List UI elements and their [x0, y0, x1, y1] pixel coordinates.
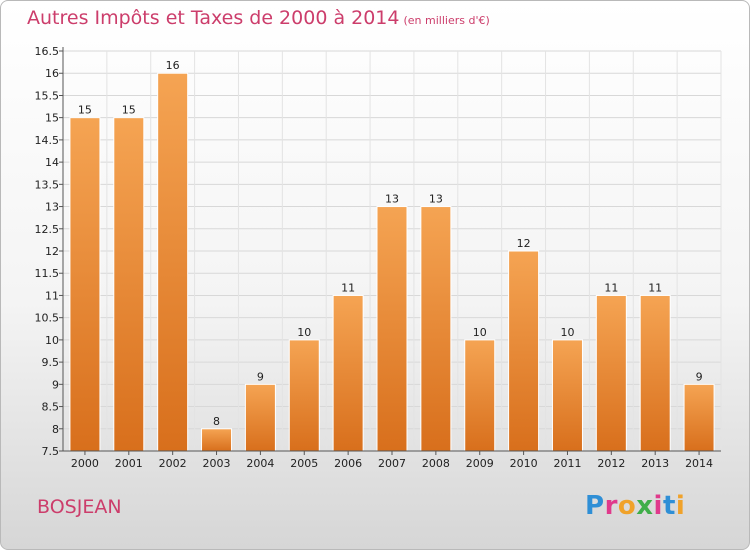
y-tick-label: 12.5 [35, 223, 60, 236]
x-tick-label: 2013 [641, 457, 669, 470]
bar-value-label: 11 [604, 281, 618, 294]
x-tick-label: 2005 [290, 457, 318, 470]
bar [113, 117, 145, 452]
bar-value-label: 11 [341, 281, 355, 294]
bar [683, 383, 715, 452]
title-unit: (en milliers d'€) [403, 14, 490, 27]
bar [639, 294, 671, 452]
y-tick-label: 11.5 [35, 267, 60, 280]
bar-value-label: 10 [297, 326, 311, 339]
bar-value-label: 12 [517, 237, 531, 250]
y-tick-label: 8 [52, 423, 59, 436]
x-tick-label: 2007 [378, 457, 406, 470]
bar-value-label: 15 [122, 104, 136, 117]
bar [508, 250, 540, 452]
x-tick-label: 2011 [553, 457, 581, 470]
y-tick-label: 10.5 [35, 312, 60, 325]
y-tick-label: 10 [45, 334, 59, 347]
chart-title: Autres Impôts et Taxes de 2000 à 2014 (en… [27, 7, 490, 29]
logo-letter: i [653, 491, 663, 521]
x-tick-label: 2001 [115, 457, 143, 470]
logo-letter: t [662, 491, 676, 521]
logo-letter: r [604, 491, 618, 521]
bar-value-label: 8 [213, 415, 220, 428]
y-tick-label: 15 [45, 112, 59, 125]
y-tick-label: 16.5 [35, 45, 60, 58]
x-tick-label: 2008 [422, 457, 450, 470]
x-tick-label: 2006 [334, 457, 362, 470]
bar-value-label: 15 [78, 104, 92, 117]
bar [69, 117, 101, 452]
logo-letter: o [617, 491, 637, 521]
x-tick-label: 2014 [685, 457, 713, 470]
bar [201, 428, 233, 452]
bar [157, 72, 189, 452]
bar [464, 339, 496, 452]
y-tick-label: 13.5 [35, 178, 60, 191]
bar [244, 383, 276, 452]
y-tick-label: 7.5 [42, 445, 60, 458]
bar-value-label: 9 [696, 370, 703, 383]
y-tick-label: 16 [45, 67, 59, 80]
logo-letter: x [636, 491, 654, 521]
x-tick-label: 2009 [466, 457, 494, 470]
bar-value-label: 16 [166, 59, 180, 72]
bar [420, 206, 452, 452]
y-tick-label: 12 [45, 245, 59, 258]
x-tick-label: 2003 [203, 457, 231, 470]
bar [288, 339, 320, 452]
x-tick-label: 2012 [597, 457, 625, 470]
proxiti-logo: Proxiti [585, 491, 685, 521]
y-tick-label: 9.5 [42, 356, 60, 369]
bar-value-label: 10 [473, 326, 487, 339]
y-tick-label: 14 [45, 156, 59, 169]
place-name: BOSJEAN [37, 496, 122, 518]
x-tick-label: 2010 [510, 457, 538, 470]
bar-value-label: 13 [429, 193, 443, 206]
y-tick-label: 13 [45, 201, 59, 214]
x-tick-label: 2002 [159, 457, 187, 470]
bar [376, 206, 408, 452]
x-tick-label: 2004 [246, 457, 274, 470]
title-text: Autres Impôts et Taxes de 2000 à 2014 [27, 7, 400, 29]
y-tick-label: 15.5 [35, 89, 60, 102]
bar [551, 339, 583, 452]
bar-value-label: 9 [257, 370, 264, 383]
logo-letter: P [585, 491, 605, 521]
bar-value-label: 11 [648, 281, 662, 294]
bar [595, 294, 627, 452]
y-tick-label: 9 [52, 378, 59, 391]
x-tick-label: 2000 [71, 457, 99, 470]
bar-value-label: 13 [385, 193, 399, 206]
bar [332, 294, 364, 452]
logo-letter: i [675, 491, 686, 521]
y-tick-label: 8.5 [42, 401, 60, 414]
y-tick-label: 11 [45, 289, 59, 302]
y-tick-label: 14.5 [35, 134, 60, 147]
bar-value-label: 10 [560, 326, 574, 339]
